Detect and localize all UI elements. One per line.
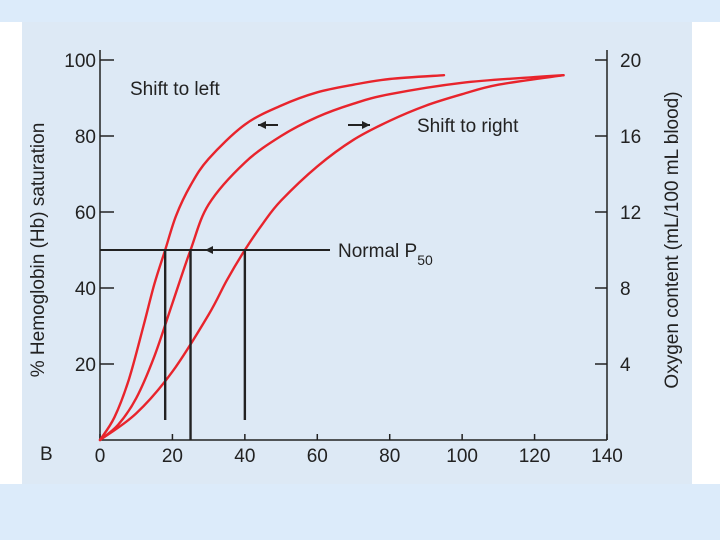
x-tick-label: 60 [307, 446, 328, 467]
white-bar-right [692, 22, 720, 484]
normal-p50-subscript: 50 [417, 252, 433, 268]
curve-shift-to-right [98, 74, 565, 442]
y-tick-label: 80 [75, 127, 96, 148]
y-tick-label: 40 [75, 279, 96, 300]
arrow-shift-right [348, 121, 370, 129]
white-bar-left [0, 22, 22, 484]
figure-panel [22, 22, 692, 484]
y2-tick-label: 16 [620, 127, 641, 148]
shift-left-label: Shift to left [130, 79, 220, 100]
y2-tick-label: 4 [620, 355, 631, 376]
panel-letter: B [40, 444, 53, 465]
arrow-normal-p50-head [205, 246, 213, 254]
y-tick-label: 20 [75, 355, 96, 376]
y-axis-title: % Hemoglobin (Hb) saturation [28, 123, 49, 378]
y2-tick-label: 12 [620, 203, 641, 224]
y-tick-label: 60 [75, 203, 96, 224]
y2-tick-label: 20 [620, 51, 641, 72]
x-tick-label: 120 [519, 446, 551, 467]
arrow-shift-left [258, 121, 278, 129]
x-tick-label: 0 [95, 446, 106, 467]
normal-p50-text: Normal P [338, 241, 417, 262]
x-tick-label: 140 [591, 446, 623, 467]
x-tick-label: 20 [162, 446, 183, 467]
x-tick-label: 40 [234, 446, 255, 467]
y2-tick-label: 8 [620, 279, 631, 300]
normal-p50-label: Normal P50 [338, 241, 433, 268]
x-tick-label: 80 [379, 446, 400, 467]
y2-axis-title: Oxygen content (mL/100 mL blood) [662, 91, 683, 388]
shift-right-label: Shift to right [417, 116, 519, 137]
x-tick-label: 100 [446, 446, 478, 467]
y-tick-label: 100 [64, 51, 96, 72]
curve-shift-to-left [98, 74, 446, 442]
arrow-shift-right-head [362, 121, 370, 129]
arrow-shift-left-head [258, 121, 266, 129]
curve-normal [98, 74, 565, 442]
arrow-normal-p50 [205, 246, 330, 254]
